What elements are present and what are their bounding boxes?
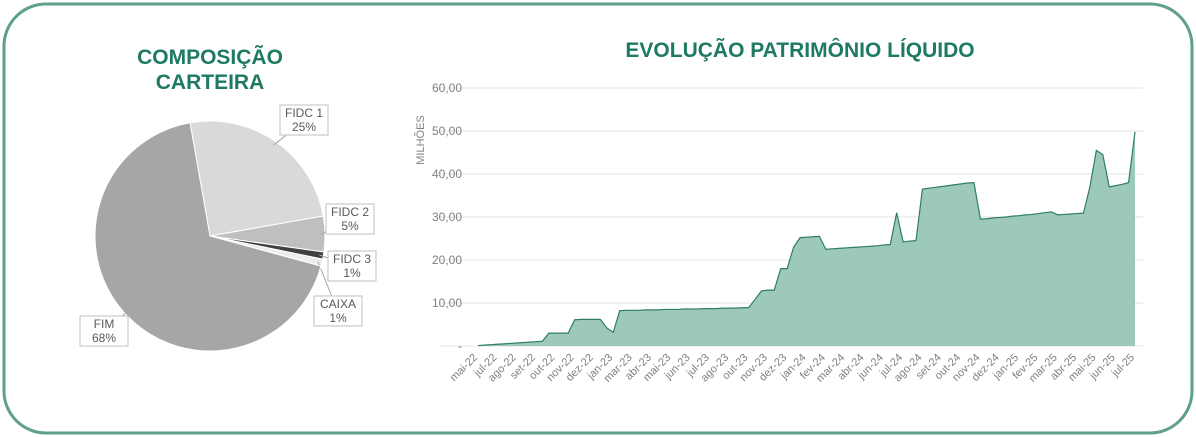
y-tick-label: 30,00: [432, 210, 462, 224]
label-box: [79, 315, 129, 347]
slice-label: FIDC 2: [331, 205, 369, 219]
y-tick-label: 60,00: [432, 81, 462, 95]
slice-label: FIM: [94, 317, 115, 331]
y-tick-label: 50,00: [432, 124, 462, 138]
slice-value: 1%: [329, 311, 347, 325]
y-tick-label: -: [458, 339, 462, 353]
area-fill: [478, 131, 1135, 346]
y-axis-label: MILHÕES: [414, 115, 427, 165]
label-box: [279, 104, 329, 136]
area-line: [477, 131, 1136, 347]
label-box: [313, 295, 363, 327]
label-box: [327, 250, 377, 282]
label-box: [325, 203, 375, 235]
pie-title: COMPOSIÇÃO CARTEIRA: [137, 46, 283, 94]
slice-label: FIDC 3: [333, 252, 371, 266]
slice-value: 68%: [92, 331, 116, 345]
slice-value: 25%: [292, 120, 316, 134]
slice-value: 5%: [341, 219, 359, 233]
slice-label: CAIXA: [320, 297, 356, 311]
y-tick-label: 20,00: [432, 253, 462, 267]
slice-value: 1%: [343, 266, 361, 280]
y-tick-label: 10,00: [432, 296, 462, 310]
pie-slice: [189, 120, 324, 237]
area-title: EVOLUÇÃO PATRIMÔNIO LÍQUIDO: [625, 39, 975, 62]
slice-label: FIDC 1: [285, 106, 323, 120]
y-tick-label: 40,00: [432, 167, 462, 181]
